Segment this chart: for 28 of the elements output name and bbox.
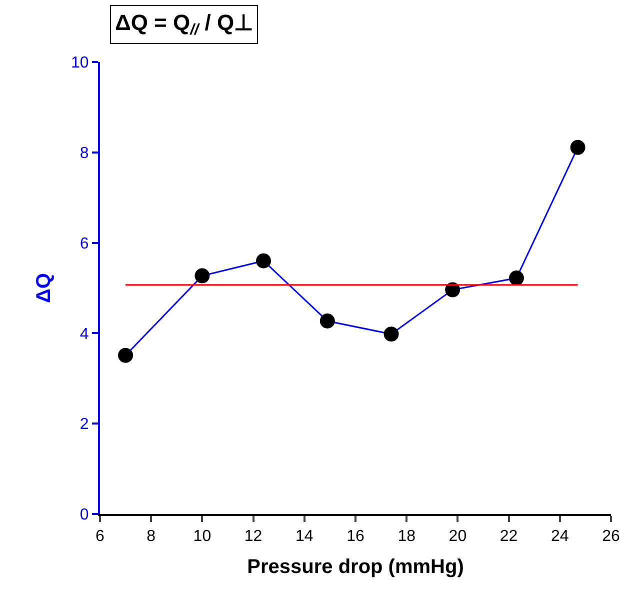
y-tick-label: 2 (80, 416, 89, 434)
point (384, 326, 399, 342)
y-axis-title: ΔQ (33, 273, 56, 303)
y-tick-label: 4 (80, 326, 89, 343)
x-axis-title: Pressure drop (mmHg) (247, 556, 464, 578)
x-tick-label: 10 (193, 528, 212, 546)
point (320, 314, 335, 328)
x-tick-label: 6 (96, 528, 105, 546)
x-tick-label: 16 (346, 528, 364, 546)
y-tick-label: 8 (80, 145, 89, 162)
x-tick-label: 24 (551, 528, 569, 546)
point (118, 348, 134, 363)
y-tick-label: 6 (80, 235, 89, 252)
x-tick-label: 12 (244, 528, 262, 546)
x-tick-label: 18 (398, 528, 416, 546)
chart-title: ΔQ = Q$_{//}$ / Q⊥ (115, 10, 254, 39)
x-tick-label: 8 (146, 528, 156, 546)
point (194, 268, 210, 284)
y-tick-label: 0 (80, 506, 89, 524)
point (508, 270, 524, 286)
x-tick-label: 14 (296, 528, 314, 546)
x-tick-label: 22 (500, 528, 518, 546)
x-tick-label: 20 (448, 528, 467, 546)
x-tick-label: 26 (602, 528, 620, 546)
point (570, 140, 586, 155)
point (445, 282, 460, 298)
y-tick-label: 10 (71, 54, 89, 72)
point (256, 253, 272, 268)
